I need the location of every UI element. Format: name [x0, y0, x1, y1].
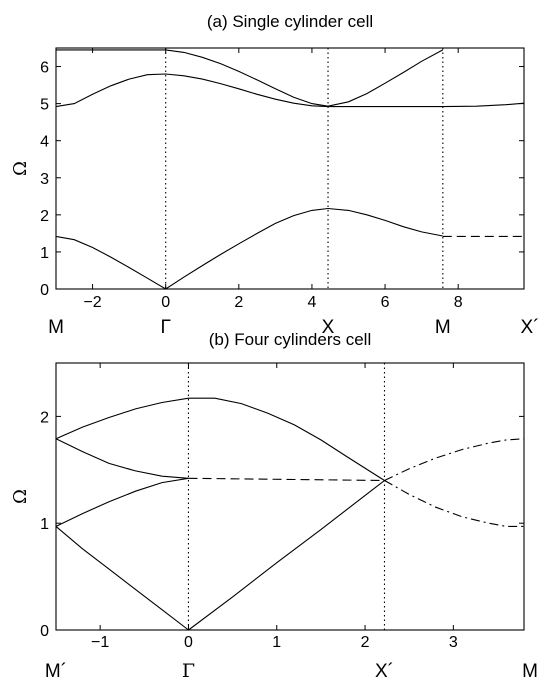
y-tick-label: 3 [40, 171, 49, 188]
band-5 [188, 480, 385, 631]
symmetry-point-label: X [322, 317, 335, 338]
band-4 [56, 49, 444, 107]
band-6 [188, 477, 385, 482]
chart-title: (b) Four cylinders cell [209, 330, 372, 349]
x-tick-label: −2 [83, 294, 101, 311]
y-tick-label: 1 [40, 245, 49, 262]
y-tick-label: 2 [40, 409, 49, 426]
y-tick-label: 6 [40, 60, 49, 77]
symmetry-point-label: Γ [182, 660, 195, 682]
y-tick-label: 5 [40, 97, 49, 114]
y-axis-label: Ω [10, 489, 31, 504]
x-tick-label: 2 [361, 634, 370, 651]
band-4 [55, 525, 189, 631]
plot-frame [55, 47, 525, 290]
symmetry-point-label: M [48, 317, 64, 338]
x-tick-label: −1 [91, 634, 109, 651]
y-tick-label: 2 [40, 208, 49, 225]
symmetry-point-label: X´ [521, 317, 540, 338]
y-tick-label: 4 [40, 134, 49, 151]
x-tick-label: 8 [454, 294, 463, 311]
x-tick-label: 0 [184, 634, 193, 651]
symmetry-point-label: Γ [160, 317, 170, 338]
band-3 [55, 477, 189, 527]
y-tick-label: 0 [40, 623, 49, 640]
band-7 [384, 438, 525, 481]
x-tick-label: 3 [449, 634, 458, 651]
band-2 [55, 438, 189, 479]
band-3 [55, 73, 525, 108]
x-tick-label: 0 [161, 294, 170, 311]
panel-single-cylinder: (a) Single cylinder cell Ω −2 0 2 4 6 8 0 1 2 3 4 5 6 M… [10, 12, 540, 338]
x-tick-label: 6 [381, 294, 390, 311]
x-tick-label: 4 [307, 294, 316, 311]
band-8 [384, 480, 524, 527]
plot-frame [55, 362, 525, 631]
y-tick-label: 1 [40, 516, 49, 533]
panel-four-cylinders: (b) Four cylinders cell Ω −1 0 1 2 3 0 1 2 M´ Γ X´ M [10, 330, 538, 682]
symmetry-point-label: M [522, 661, 538, 682]
symmetry-point-label: M [435, 317, 451, 338]
x-tick-label: 1 [272, 634, 281, 651]
symmetry-point-label: X´ [375, 661, 394, 682]
band-1 [55, 397, 385, 481]
band-1 [55, 207, 443, 290]
chart-title: (a) Single cylinder cell [207, 12, 373, 31]
x-tick-label: 2 [234, 294, 243, 311]
y-axis-label: Ω [10, 161, 31, 176]
symmetry-point-label: M´ [45, 661, 67, 682]
y-tick-label: 0 [40, 282, 49, 299]
